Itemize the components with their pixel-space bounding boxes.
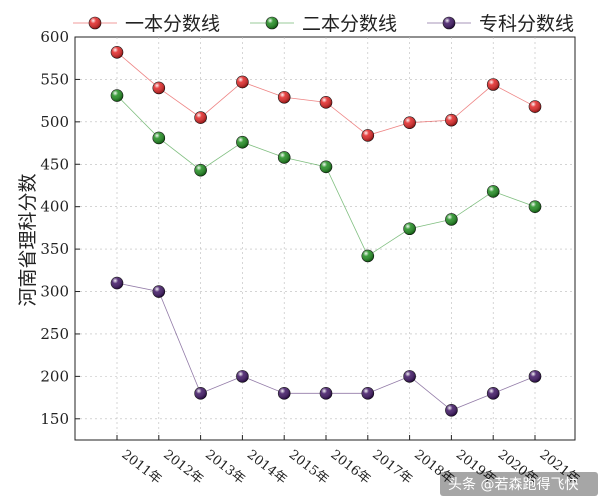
legend-label: 一本分数线: [125, 13, 220, 35]
data-point: [528, 370, 542, 383]
data-point: [361, 249, 375, 263]
x-tick-label: 2014年: [244, 447, 290, 487]
data-point: [445, 404, 458, 417]
y-tick-label: 300: [40, 283, 69, 301]
y-axis-label: 河南省理科分数: [17, 173, 39, 306]
x-tick-label: 2017年: [369, 447, 415, 487]
watermark-background: [440, 472, 598, 496]
legend: 一本分数线 二本分数线 专科分数线: [73, 13, 574, 35]
y-tick-label: 550: [40, 70, 69, 88]
data-point: [319, 96, 333, 109]
data-point: [486, 185, 500, 198]
data-point: [486, 387, 500, 400]
data-point: [403, 116, 416, 129]
legend-item: 专科分数线: [427, 13, 574, 35]
data-point: [152, 131, 166, 145]
legend-item: 一本分数线: [73, 13, 220, 35]
data-point: [194, 387, 207, 400]
data-point: [110, 276, 124, 290]
x-tick-label: 2015年: [286, 447, 332, 487]
data-point: [361, 129, 375, 142]
series-line-1: [116, 95, 536, 257]
x-tick-label: 2011年: [119, 447, 165, 487]
data-point: [319, 387, 333, 400]
data-point: [152, 81, 166, 95]
data-point: [319, 160, 333, 174]
y-tick-label: 450: [40, 155, 69, 173]
data-point: [486, 78, 500, 91]
y-tick-label: 500: [40, 113, 69, 131]
series-layer: [110, 45, 542, 417]
data-point: [110, 45, 124, 59]
data-point: [528, 200, 542, 213]
y-axis: 150 200 250 300 350 400 450 500 550 600: [40, 28, 80, 428]
y-tick-label: 200: [40, 367, 69, 385]
x-tick-label: 2013年: [202, 447, 248, 487]
data-point: [236, 135, 249, 149]
data-point: [277, 151, 291, 164]
legend-label: 专科分数线: [479, 13, 574, 35]
x-tick-label: 2012年: [160, 447, 206, 487]
data-point: [403, 370, 416, 383]
data-point: [445, 113, 458, 127]
data-point: [194, 111, 207, 124]
x-tick-label: 2016年: [328, 447, 374, 487]
watermark-text: 头条 @若森跑得飞快: [448, 476, 578, 493]
data-point: [403, 222, 416, 236]
y-tick-label: 600: [40, 28, 69, 46]
legend-item: 二本分数线: [250, 13, 397, 35]
plot-area: [74, 36, 576, 441]
data-point: [528, 100, 542, 113]
data-point: [445, 213, 458, 226]
data-point: [194, 163, 207, 177]
data-point: [236, 75, 249, 89]
data-point: [152, 285, 166, 298]
data-point: [236, 370, 249, 383]
y-tick-label: 350: [40, 240, 69, 258]
data-point: [361, 387, 375, 400]
data-point: [277, 387, 291, 400]
y-tick-label: 400: [40, 198, 69, 216]
data-point: [277, 90, 291, 104]
y-tick-label: 250: [40, 325, 69, 343]
legend-label: 二本分数线: [302, 13, 397, 35]
y-tick-label: 150: [40, 410, 69, 428]
data-point: [110, 89, 124, 102]
